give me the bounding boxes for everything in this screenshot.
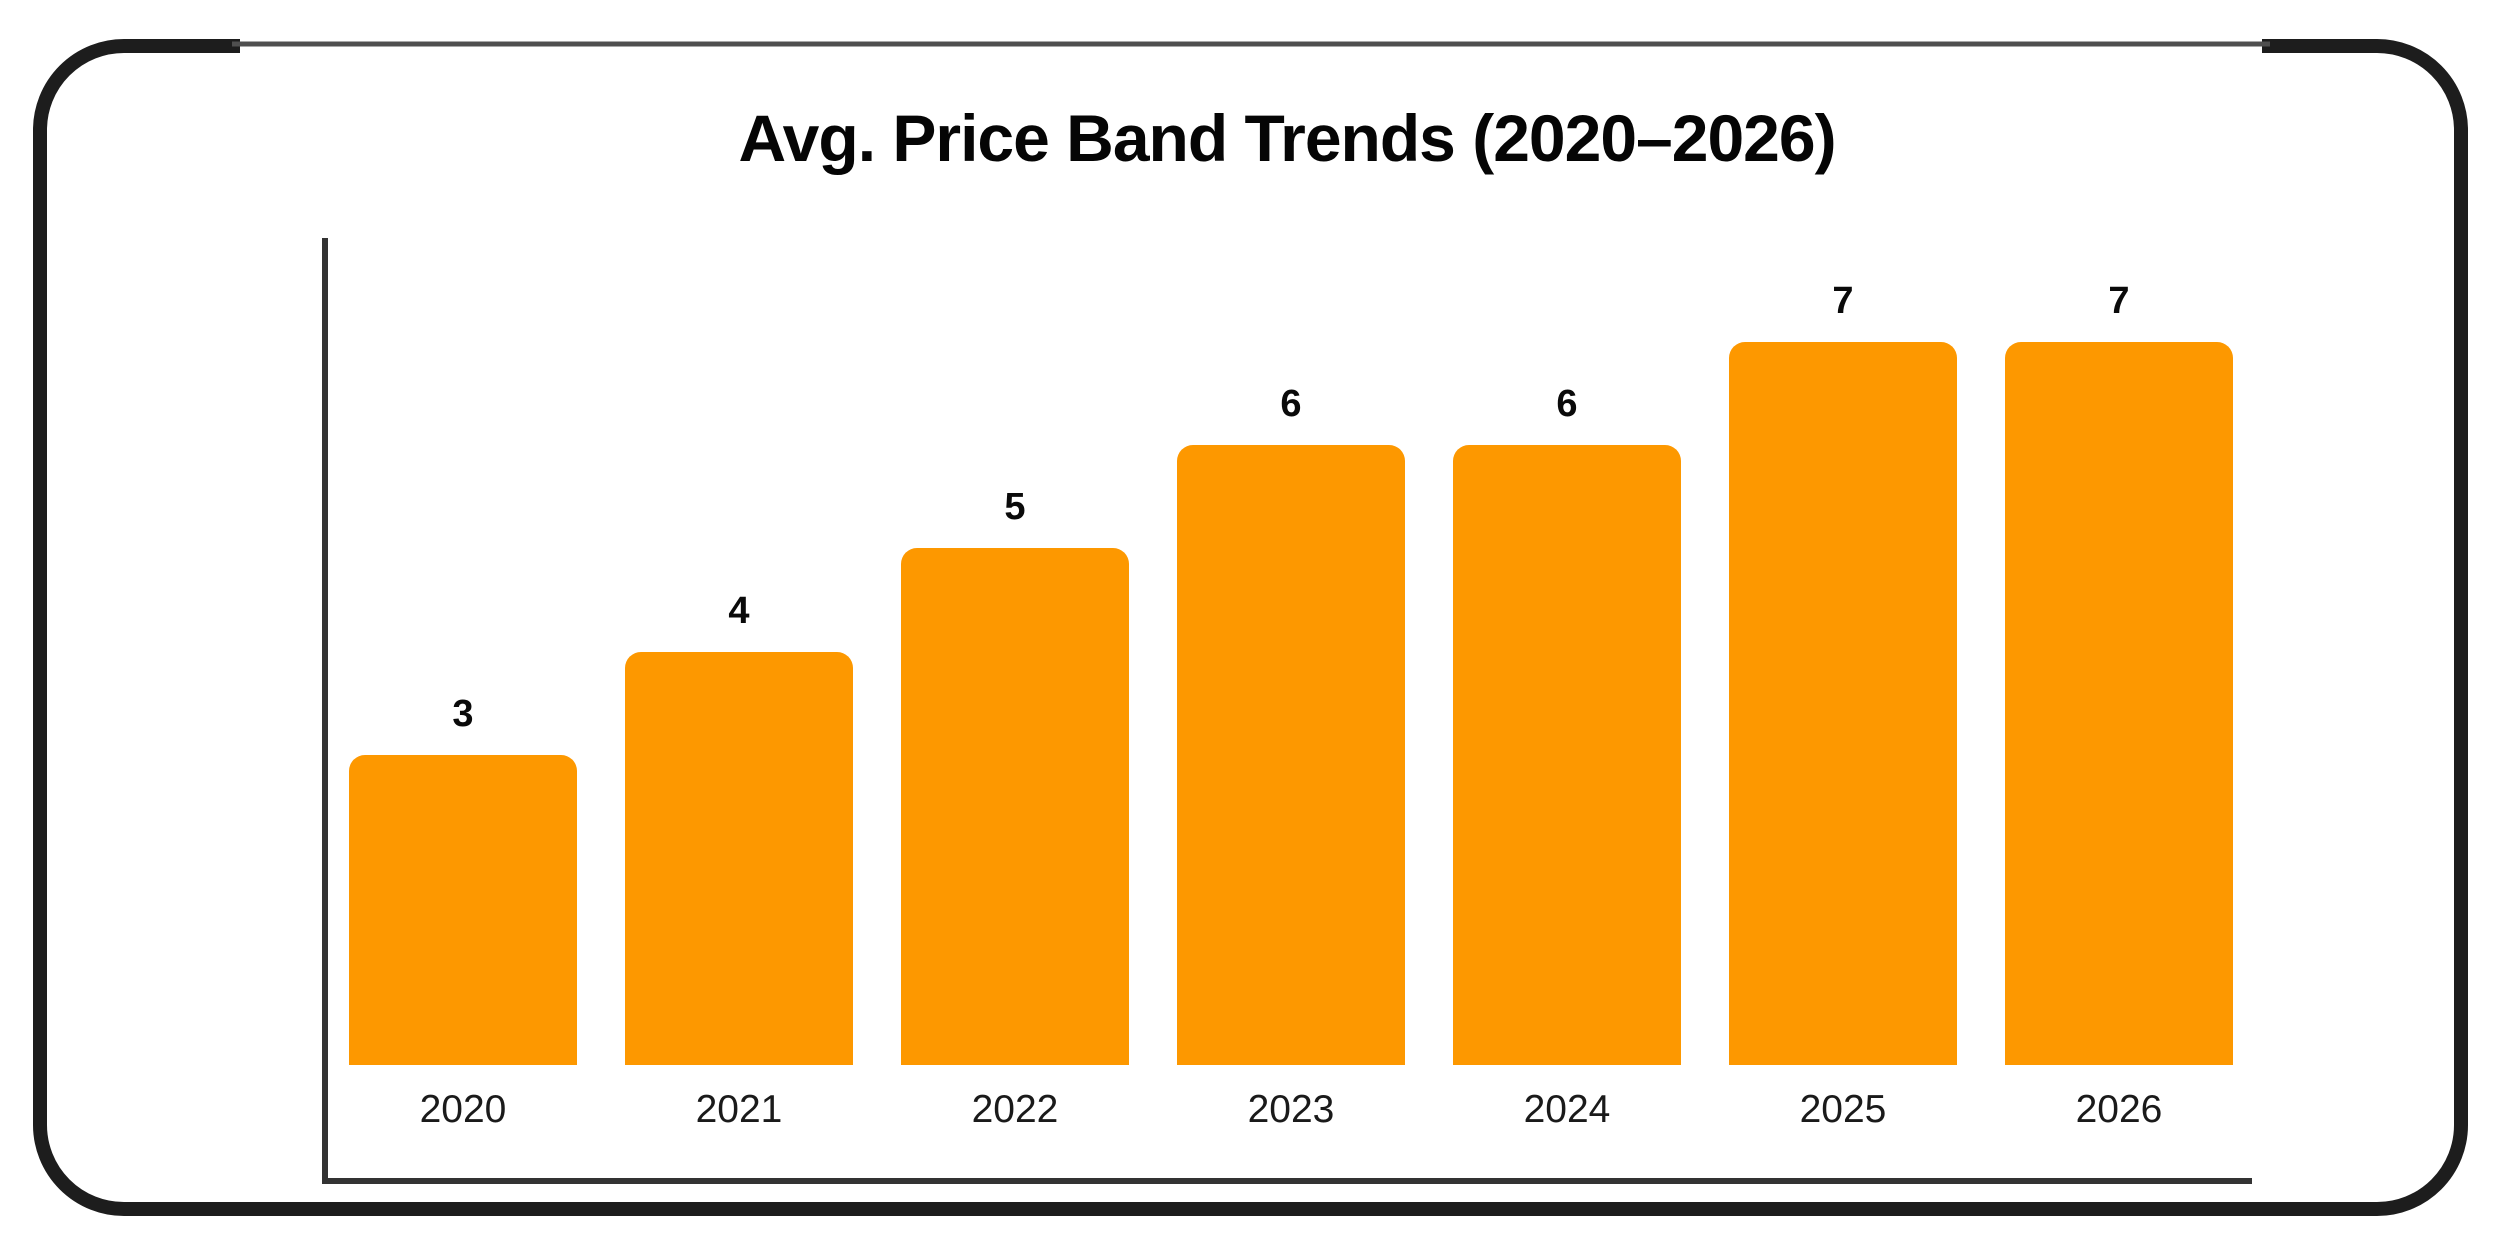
bar-2022 xyxy=(901,548,1129,1065)
bar-column-2024: 6 xyxy=(1453,383,1681,1065)
bar-value-label-2026: 7 xyxy=(2108,280,2130,322)
bar-column-2020: 3 xyxy=(349,693,577,1065)
x-tick-2022: 2022 xyxy=(971,1088,1059,1131)
bar-column-2026: 7 xyxy=(2005,280,2233,1065)
x-tick-2025: 2025 xyxy=(1799,1088,1887,1131)
x-tick-2020: 2020 xyxy=(419,1088,507,1131)
bars-row: 3 4 5 6 6 7 7 xyxy=(349,280,2233,1065)
bar-value-label-2024: 6 xyxy=(1556,383,1578,425)
bar-2024 xyxy=(1453,445,1681,1065)
bar-column-2023: 6 xyxy=(1177,383,1405,1065)
bar-2020 xyxy=(349,755,577,1065)
x-tick-2023: 2023 xyxy=(1247,1088,1335,1131)
bar-2025 xyxy=(1729,342,1957,1065)
bar-value-label-2021: 4 xyxy=(728,590,750,632)
bar-2021 xyxy=(625,652,853,1065)
bar-value-label-2020: 3 xyxy=(452,693,474,735)
bar-value-label-2023: 6 xyxy=(1280,383,1302,425)
bar-value-label-2022: 5 xyxy=(1004,486,1026,528)
bar-column-2022: 5 xyxy=(901,486,1129,1065)
bar-2026 xyxy=(2005,342,2233,1065)
bar-2023 xyxy=(1177,445,1405,1065)
bar-column-2021: 4 xyxy=(625,590,853,1065)
x-tick-2026: 2026 xyxy=(2075,1088,2163,1131)
x-tick-2021: 2021 xyxy=(695,1088,783,1131)
bar-value-label-2025: 7 xyxy=(1832,280,1854,322)
x-axis-tick-labels: 2020 2021 2022 2023 2024 2025 2026 xyxy=(349,1088,2233,1132)
x-tick-2024: 2024 xyxy=(1523,1088,1611,1131)
bar-column-2025: 7 xyxy=(1729,280,1957,1065)
plot-area: 3 4 5 6 6 7 7 2020 2021 2022 2023 2024 2025 2026 xyxy=(322,238,2252,1184)
chart-title: Avg. Price Band Trends (2020–2026) xyxy=(738,101,1836,175)
